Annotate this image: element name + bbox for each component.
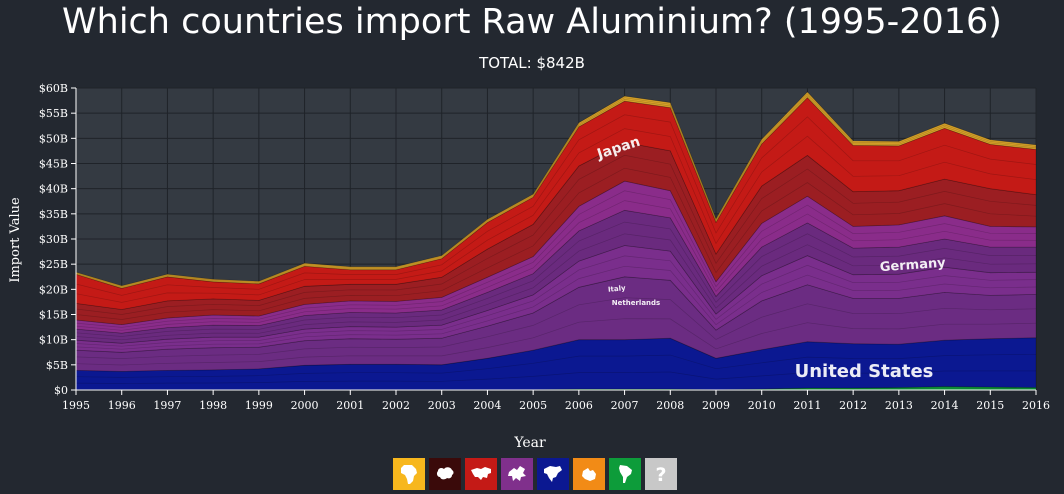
area-seam: [75, 154, 1037, 315]
x-tick-label: 2015: [976, 399, 1004, 412]
y-tick-label: $0: [54, 384, 68, 397]
area-chart: United StatesGermanyJapanItalyNetherland…: [8, 82, 1050, 451]
area-seam: [75, 128, 1037, 303]
x-tick-label: 2004: [473, 399, 501, 412]
area-seam: [75, 190, 1037, 328]
europe-icon: [471, 467, 491, 480]
area-seam: [75, 265, 1037, 350]
oceania-icon: [582, 468, 596, 481]
x-tick-label: 2016: [1022, 399, 1050, 412]
area-seam: [75, 93, 1037, 287]
x-axis-label: Year: [513, 435, 546, 451]
y-axis-label: Import Value: [8, 197, 23, 283]
area-seam: [75, 370, 1036, 384]
africa-icon: [401, 465, 417, 484]
x-tick-label: 1996: [108, 399, 136, 412]
region-legend: ?: [393, 458, 677, 490]
x-tick-label: 1995: [62, 399, 90, 412]
x-tick-label: 2005: [519, 399, 547, 412]
x-tick-label: 2012: [839, 399, 867, 412]
x-tick-label: 2008: [656, 399, 684, 412]
x-tick-label: 2002: [382, 399, 410, 412]
north-america-icon: [544, 466, 562, 482]
label-united-states: United States: [795, 361, 934, 382]
area-seam: [75, 353, 1037, 378]
label-italy: Italy: [608, 284, 627, 294]
question-icon: ?: [655, 464, 666, 486]
label-netherlands: Netherlands: [612, 299, 660, 307]
x-tick-label: 2000: [291, 399, 319, 412]
y-tick-label: $30B: [39, 233, 68, 246]
x-tick-label: 2013: [885, 399, 913, 412]
area-seam: [75, 167, 1037, 320]
area-seam: [75, 200, 1037, 331]
area-seam: [75, 255, 1037, 347]
x-axis: 1995 1996 1997 1998 1999 2000 2001 2002 2003 2004…: [62, 389, 1050, 412]
x-tick-label: 2007: [611, 399, 639, 412]
label-germany: Germany: [879, 256, 946, 276]
x-tick-label: 2010: [748, 399, 776, 412]
area-seam: [75, 233, 1037, 341]
europe-map-icon: [508, 466, 526, 481]
y-tick-label: $55B: [39, 107, 68, 120]
area-seam: [75, 95, 1037, 288]
area-series[interactable]: [75, 141, 1037, 326]
legend-north-america-purple-button[interactable]: [501, 458, 533, 490]
legend-asia-button[interactable]: [429, 458, 461, 490]
area-seam: [75, 297, 1037, 359]
y-tick-label: $50B: [39, 132, 68, 145]
y-tick-label: $25B: [39, 258, 68, 271]
x-tick-label: 2009: [702, 399, 730, 412]
legend-oceania-button[interactable]: [573, 458, 605, 490]
area-seam: [75, 318, 1037, 366]
area-series[interactable]: [75, 180, 1037, 334]
area-seam: [75, 114, 1037, 296]
x-tick-label: 2011: [793, 399, 821, 412]
y-tick-label: $15B: [39, 309, 68, 322]
asia-icon: [436, 467, 454, 480]
svg-text:?: ?: [655, 464, 666, 486]
y-tick-label: $35B: [39, 208, 68, 221]
y-tick-label: $45B: [39, 158, 68, 171]
area-seam: [75, 221, 1037, 337]
area-series: [75, 91, 1037, 391]
south-america-icon: [619, 465, 632, 483]
x-tick-label: 2001: [336, 399, 364, 412]
x-tick-label: 1999: [245, 399, 273, 412]
legend-africa-button[interactable]: [393, 458, 425, 490]
y-tick-label: $5B: [46, 359, 68, 372]
chart-title: Which countries import Raw Aluminium? (1…: [62, 2, 1002, 42]
y-tick-label: $10B: [39, 334, 68, 347]
y-tick-label: $20B: [39, 283, 68, 296]
chart-subtitle: TOTAL: $842B: [479, 54, 585, 72]
legend-unknown-button[interactable]: ?: [645, 458, 677, 490]
x-tick-label: 1997: [153, 399, 181, 412]
legend-north-america-button[interactable]: [537, 458, 569, 490]
y-tick-label: $40B: [39, 183, 68, 196]
area-series[interactable]: [75, 91, 1037, 289]
legend-europe-button[interactable]: [465, 458, 497, 490]
x-tick-label: 1998: [199, 399, 227, 412]
x-tick-label: 2014: [931, 399, 959, 412]
y-axis: $0 $5B $10B $15B $20B $25B $30B $35B $40B $45B $50…: [39, 82, 77, 397]
x-tick-label: 2003: [428, 399, 456, 412]
x-tick-label: 2006: [565, 399, 593, 412]
y-tick-label: $60B: [39, 82, 68, 95]
legend-south-america-button[interactable]: [609, 458, 641, 490]
